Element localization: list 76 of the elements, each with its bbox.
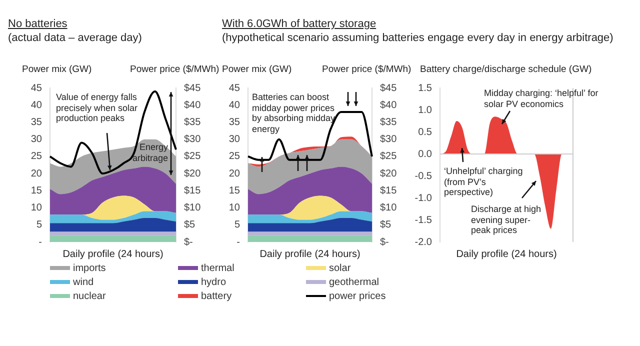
y-tick-label: - [38,236,42,248]
annotation: Value of energy falls precisely when solar production peaks [56,92,138,124]
y2-tick-label: $5 [184,220,196,231]
y-tick-label: 10 [30,202,42,214]
y2-tick-label: $40 [380,100,398,111]
y2-axis-title: Power price ($/MWh) [130,64,220,75]
annotation: Energy arbitrage [131,142,168,163]
y2-tick-label: $25 [380,151,398,162]
y2-axis-title: Power price ($/MWh) [322,64,412,75]
y-tick-label: -1.0 [414,192,432,204]
y-tick-label: 45 [228,82,240,94]
chart-title: With 6.0GWh of battery storage [222,18,376,30]
y-tick-label: - [236,236,240,248]
y-tick-label: 0.0 [418,148,432,160]
legend-label: thermal [201,262,234,274]
chart-title: No batteries [8,18,68,30]
legend-label: wind [73,276,94,288]
y-tick-label: 10 [228,202,240,214]
y-axis-title: Power mix (GW) [222,64,292,75]
y-tick-label: 35 [30,116,42,128]
y-tick-label: 20 [30,168,42,180]
y2-tick-label: $30 [380,134,398,146]
legend-label: nuclear [73,290,106,302]
y-tick-label: -2.0 [414,236,432,248]
y2-tick-label: $10 [380,202,398,214]
y2-tick-label: $45 [380,82,398,94]
y-axis-title: Battery charge/discharge schedule (GW) [420,64,592,75]
x-axis-title: Daily profile (24 hours) [62,248,164,260]
y-tick-label: 15 [30,185,42,196]
y-tick-label: -1.5 [414,214,432,226]
y-tick-label: -0.5 [414,170,432,182]
x-axis-title: Daily profile (24 hours) [260,248,360,260]
annotation: ‘Unhelpful’ charging (from PV’s perspective) [444,166,524,198]
y2-tick-label: $35 [184,116,202,128]
text: (hypothetical scenario assuming batteries engage every day in energy arbitrage) [222,32,614,44]
y2-tick-label: $10 [184,202,202,214]
y2-tick-label: $20 [184,168,202,180]
y-tick-label: 20 [228,168,240,180]
y-tick-label: 35 [228,116,240,128]
y-tick-label: 5 [36,220,42,231]
legend-label: hydro [201,276,226,288]
annotation: Midday charging: ‘helpful’ for solar PV economics [484,88,600,109]
legend-label: battery [201,290,232,302]
y2-tick-label: $- [184,236,193,248]
y-tick-label: 30 [228,134,240,146]
y2-tick-label: $30 [184,134,202,146]
y2-tick-label: $20 [380,168,398,180]
y2-tick-label: $15 [184,185,202,196]
legend-label: geothermal [329,276,380,288]
x-axis-title: Daily profile (24 hours) [456,248,557,260]
y2-tick-label: $35 [380,116,398,128]
y-tick-label: 25 [228,151,240,162]
annotation: Discharge at high evening super-peak prices [471,204,542,236]
y2-tick-label: $45 [184,82,202,94]
legend-label: power prices [329,290,386,302]
y2-tick-label: $40 [184,100,202,111]
y2-tick-label: $5 [380,220,392,231]
annotation: Batteries can boost midday power prices by absorbing midday energy [252,92,336,134]
y-tick-label: 40 [30,100,42,111]
y-tick-label: 0.5 [418,126,432,138]
y-tick-label: 45 [30,82,42,94]
legend-label: solar [329,262,351,274]
y-tick-label: 30 [30,134,42,146]
y-axis-title: Power mix (GW) [22,64,92,75]
y2-tick-label: $15 [380,185,398,196]
y-tick-label: 5 [234,220,240,231]
y-tick-label: 1.5 [418,82,432,94]
y-tick-label: 40 [228,100,240,111]
chart-subtitle: (actual data – average day) [8,32,142,44]
line-series [49,90,177,175]
y-tick-label: 25 [30,151,42,162]
y-tick-label: 1.0 [418,104,432,116]
y2-tick-label: $- [380,236,389,248]
y2-tick-label: $25 [184,151,202,162]
legend-label: imports [73,262,106,274]
y-tick-label: 15 [228,185,240,196]
